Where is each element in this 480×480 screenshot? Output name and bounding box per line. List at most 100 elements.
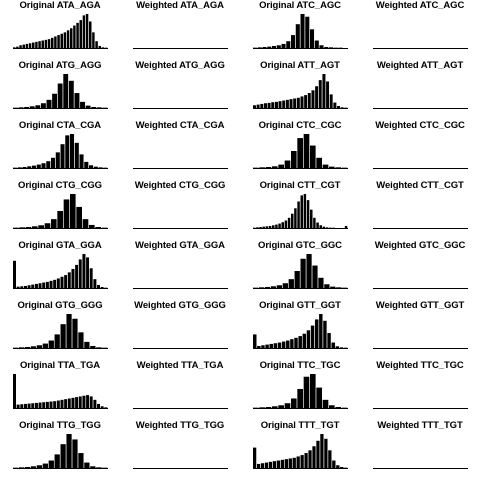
panel-title: Original TTG_TGG	[19, 420, 101, 431]
histogram-bar	[324, 438, 328, 468]
histogram-bar	[310, 374, 316, 408]
histogram-bar	[340, 466, 344, 468]
histogram-bar	[277, 342, 282, 348]
histogram-bar	[286, 340, 290, 348]
histogram-plot	[373, 48, 468, 49]
histogram-bar	[74, 93, 80, 108]
histogram-bar	[304, 453, 308, 468]
histogram-bar	[38, 283, 42, 288]
histogram-bar	[85, 105, 91, 108]
histogram-plot	[13, 254, 108, 289]
histogram-bar	[259, 167, 266, 168]
histogram-bar	[258, 287, 265, 288]
histogram-bar	[41, 40, 45, 48]
histogram-bar	[302, 333, 307, 348]
histogram-bar	[71, 397, 75, 408]
histogram-bar	[74, 142, 79, 168]
histogram-bar	[64, 399, 68, 408]
histogram-bar	[42, 463, 49, 468]
histogram-bar	[304, 95, 308, 108]
histogram-bar	[30, 466, 37, 468]
histogram-bar	[300, 14, 305, 48]
histogram-bar	[82, 219, 89, 228]
histogram-bar	[315, 86, 319, 108]
histogram-bar	[46, 161, 51, 168]
histogram-bar	[57, 83, 63, 108]
histogram-bar	[289, 99, 293, 108]
histogram-panel: Original ATG_AGG	[0, 60, 120, 120]
histogram-bar	[82, 254, 86, 288]
histogram-bar	[292, 457, 296, 468]
histogram-bar	[282, 100, 286, 108]
histogram-bar	[78, 332, 84, 348]
histogram-bar	[29, 106, 35, 108]
histogram-bar	[335, 406, 342, 408]
histogram-bar	[66, 30, 70, 48]
histogram-bar	[339, 347, 344, 348]
histogram-bar	[13, 374, 17, 408]
histogram-bar	[275, 224, 278, 228]
histogram-bar	[72, 318, 78, 348]
histogram-bar	[264, 462, 269, 468]
histogram-bar	[76, 206, 83, 228]
panel-title: Weighted CTG_CGG	[134, 180, 226, 191]
histogram-bar	[329, 47, 334, 48]
histogram-bar	[56, 400, 60, 408]
histogram-bar	[36, 465, 43, 468]
histogram-panel: Original CTT_CGT	[240, 180, 360, 240]
panel-title: Original CTC_CGC	[258, 120, 342, 131]
histogram-bar	[316, 440, 320, 468]
histogram-bar	[281, 341, 286, 348]
histogram-bar	[308, 450, 312, 468]
histogram-bar	[306, 330, 311, 348]
histogram-bar	[306, 200, 310, 228]
histogram-bar	[265, 406, 272, 408]
histogram-panel: Original TTT_TGT	[240, 420, 360, 480]
histogram-plot	[253, 74, 348, 109]
histogram-bar	[84, 462, 90, 468]
histogram-plot	[13, 134, 108, 169]
panel-title: Original CTG_CGG	[18, 180, 102, 191]
histogram-bar	[19, 45, 22, 48]
histogram-bar	[24, 106, 30, 108]
histogram-bar	[82, 15, 86, 48]
histogram-bar	[89, 268, 93, 288]
histogram-bar	[30, 346, 37, 348]
panel-title: Weighted TTT_TGT	[377, 420, 463, 431]
histogram-bar	[16, 46, 19, 48]
histogram-bar	[13, 260, 17, 288]
histogram-bar	[316, 222, 319, 228]
histogram-plot	[133, 348, 228, 349]
histogram-bar	[34, 283, 38, 288]
histogram-plot	[133, 288, 228, 289]
histogram-bar	[49, 401, 53, 408]
histogram-bar	[273, 343, 278, 348]
histogram-bar	[65, 135, 70, 168]
histogram-bar	[316, 387, 323, 408]
panel-title: Weighted GTA_GGA	[135, 240, 225, 251]
histogram-bar	[322, 226, 326, 228]
histogram-bar	[45, 281, 49, 288]
histogram-bar	[42, 402, 46, 408]
histogram-bar	[332, 460, 336, 468]
histogram-bar	[300, 96, 304, 108]
histogram-bar	[24, 466, 31, 468]
histogram-plot	[253, 14, 348, 49]
panel-title: Original TTA_TGA	[19, 360, 101, 371]
histogram-bar	[319, 225, 323, 228]
histogram-bar	[336, 465, 340, 468]
histogram-panel: Weighted TTA_TGA	[120, 360, 240, 420]
histogram-bar	[326, 81, 330, 108]
histogram-bar	[76, 22, 79, 48]
histogram-bar	[253, 105, 257, 108]
histogram-plot	[133, 48, 228, 49]
histogram-bar	[307, 93, 311, 108]
panel-title: Weighted GTC_GGC	[374, 240, 466, 251]
histogram-bar	[294, 208, 297, 228]
histogram-bar	[60, 324, 66, 348]
histogram-panel: Original GTA_GGA	[0, 240, 120, 300]
histogram-bar	[265, 344, 269, 348]
histogram-bar	[84, 341, 90, 348]
histogram-bar	[327, 333, 331, 348]
panel-title: Original GTA_GGA	[18, 240, 102, 251]
